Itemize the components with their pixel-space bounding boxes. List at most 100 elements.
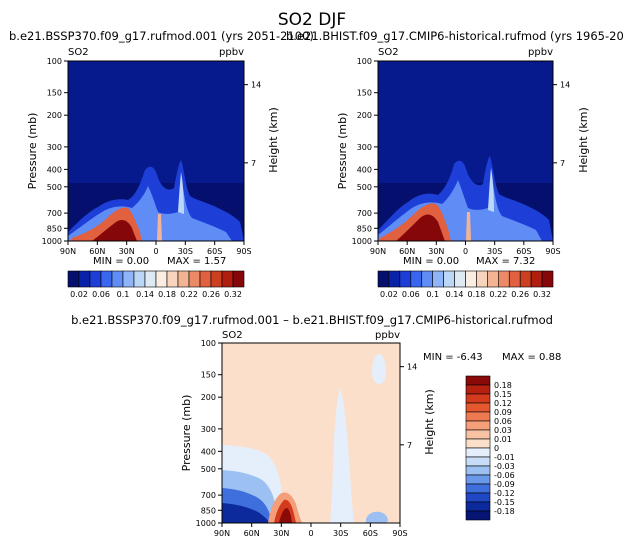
y-tick-label: 200 <box>357 111 372 120</box>
panel-a-field-label: SO2 <box>68 47 89 58</box>
colorbar-label: 0.26 <box>202 290 220 299</box>
colorbar-swatch <box>377 270 390 288</box>
y-tick-label: 850 <box>201 506 216 515</box>
panel-c-neg-spot-upper <box>372 354 386 384</box>
panel-c-ylabel-right: Height (km) <box>423 389 436 455</box>
x-tick-label: 90N <box>370 247 386 256</box>
y-right-tick-label: 14 <box>560 81 570 90</box>
x-tick-label: 90S <box>545 247 560 256</box>
colorbar-label: -0.01 <box>494 453 515 462</box>
colorbar-label: 0.1 <box>117 290 130 299</box>
panel-b-field <box>378 61 553 241</box>
y-tick-label: 300 <box>47 143 62 152</box>
panel-c-min-label: MIN = -6.43 <box>423 352 483 363</box>
y-tick-label: 1000 <box>352 237 372 246</box>
y-tick-label: 100 <box>47 57 62 66</box>
panel-a-ylabel: Pressure (mb) <box>26 113 39 190</box>
y-tick-label: 1000 <box>42 237 62 246</box>
panel-c-colorbar: 0.180.150.120.090.060.030.010-0.01-0.03-… <box>465 375 515 521</box>
x-tick-label: 90N <box>60 247 76 256</box>
colorbar-label: 0.1 <box>426 290 439 299</box>
y-right-tick-label: 7 <box>560 159 565 168</box>
y-tick-label: 150 <box>47 89 62 98</box>
colorbar-label: 0.32 <box>533 290 551 299</box>
colorbar-swatch <box>465 402 491 413</box>
colorbar-swatch <box>465 420 491 431</box>
x-tick-label: 30S <box>333 529 348 538</box>
panel-c-axes: 90N 60N 30N 0 30S 60S 90S 100 150 200 300 400 500 700… <box>196 339 418 538</box>
colorbar-label: 0.14 <box>136 290 154 299</box>
x-tick-label: 90S <box>236 247 251 256</box>
colorbar-swatch <box>67 270 80 288</box>
colorbar-swatch <box>465 447 491 458</box>
y-tick-label: 300 <box>201 425 216 434</box>
panel-c-neg-spot-south <box>366 511 388 523</box>
panel-b: b.e21.BHIST.f09_g17.CMIP6-historical.ruf… <box>286 29 625 299</box>
colorbar-swatch <box>465 501 491 512</box>
panel-c-field <box>222 343 400 523</box>
x-tick-label: 60N <box>89 247 105 256</box>
y-tick-label: 400 <box>201 447 216 456</box>
colorbar-label: 0.06 <box>494 417 512 426</box>
x-tick-label: 30N <box>428 247 444 256</box>
colorbar-label: 0.18 <box>494 381 512 390</box>
panel-a-field <box>68 61 244 241</box>
panel-a-ylabel-right: Height (km) <box>267 107 280 173</box>
panel-c-neg-band-south <box>330 388 354 523</box>
panel-c-title: b.e21.BSSP370.f09_g17.rufmod.001 – b.e21… <box>71 313 553 327</box>
colorbar-swatch <box>465 483 491 494</box>
y-tick-label: 200 <box>47 111 62 120</box>
colorbar-swatch <box>199 270 212 288</box>
colorbar-label: 0.22 <box>180 290 198 299</box>
colorbar-label: 0 <box>494 444 499 453</box>
colorbar-swatch <box>465 474 491 485</box>
y-tick-label: 1000 <box>196 519 216 528</box>
panel-a-equator-streak <box>157 214 162 241</box>
panel-a-colorbar: 0.02 0.06 0.1 0.14 0.18 0.22 0.26 0.32 <box>67 270 245 299</box>
x-tick-label: 60S <box>207 247 222 256</box>
panel-a-axes: 90N 60N 30N 0 30S 60S 90S 100 150 200 300 400 500 700… <box>42 57 262 256</box>
panel-a-units: ppbv <box>219 47 244 58</box>
panel-b-colorbar: 0.02 0.06 0.1 0.14 0.18 0.22 0.26 0.32 <box>377 270 554 299</box>
y-tick-label: 850 <box>357 224 372 233</box>
colorbar-swatch <box>465 429 491 440</box>
panel-c-field-label: SO2 <box>222 330 243 341</box>
colorbar-swatch <box>432 270 444 288</box>
colorbar-swatch <box>133 270 146 288</box>
colorbar-label: 0.26 <box>511 290 529 299</box>
panel-c-pos-core-3 <box>279 508 292 523</box>
y-right-tick-label: 14 <box>251 81 261 90</box>
y-tick-label: 200 <box>201 393 216 402</box>
panel-b-units: ppbv <box>528 47 553 58</box>
panel-b-upper-band <box>378 61 553 183</box>
x-tick-label: 90N <box>214 529 230 538</box>
colorbar-swatch <box>465 510 491 521</box>
colorbar-label: 0.02 <box>380 290 398 299</box>
panel-b-vertical-spike-south <box>488 168 494 212</box>
colorbar-label: -0.09 <box>494 480 515 489</box>
x-tick-label: 60S <box>363 529 378 538</box>
colorbar-label: 0.15 <box>494 390 512 399</box>
colorbar-label: 0.32 <box>224 290 242 299</box>
colorbar-swatch <box>100 270 113 288</box>
colorbar-label: 0.14 <box>446 290 464 299</box>
colorbar-swatch <box>232 270 245 288</box>
colorbar-swatch <box>111 270 124 288</box>
colorbar-swatch <box>144 270 157 288</box>
colorbar-label: 0.09 <box>494 408 512 417</box>
y-tick-label: 700 <box>201 491 216 500</box>
colorbar-swatch <box>465 393 491 404</box>
y-tick-label: 100 <box>357 57 372 66</box>
panel-a-vertical-spike-south <box>178 172 184 214</box>
panel-b-ylabel: Pressure (mb) <box>336 113 349 190</box>
x-tick-label: 0 <box>308 529 313 538</box>
y-tick-label: 400 <box>47 165 62 174</box>
colorbar-swatch <box>465 492 491 503</box>
colorbar-swatch <box>78 270 91 288</box>
y-tick-label: 100 <box>201 339 216 348</box>
y-tick-label: 400 <box>357 165 372 174</box>
x-tick-label: 60S <box>516 247 531 256</box>
colorbar-swatch <box>155 270 168 288</box>
panel-b-max-label: MAX = 7.32 <box>476 256 535 267</box>
